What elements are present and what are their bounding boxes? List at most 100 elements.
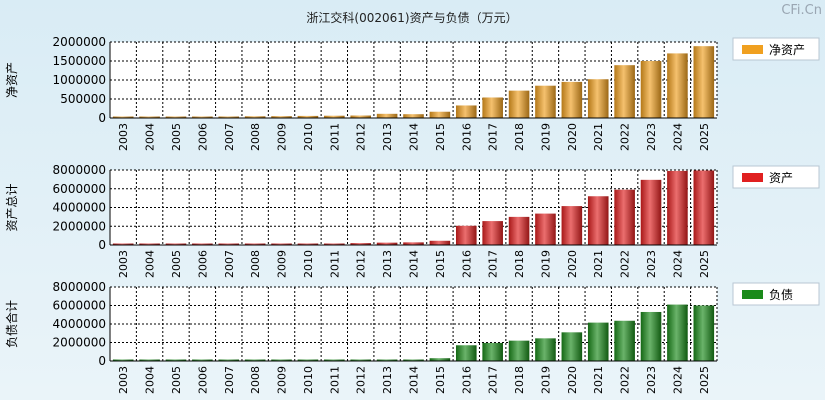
x-tick-label: 2021 <box>592 250 605 278</box>
bar-2023 <box>640 61 662 118</box>
bar-2016 <box>455 345 477 361</box>
y-tick-label: 2000000 <box>53 336 106 350</box>
bar-2014 <box>403 359 424 361</box>
y-tick-label: 2000000 <box>53 219 106 233</box>
bar-2007 <box>218 243 240 245</box>
bar-2018 <box>508 90 530 118</box>
x-tick-label: 2010 <box>302 250 315 278</box>
legend <box>732 282 820 306</box>
y-tick-label: 0 <box>98 111 106 125</box>
legend <box>732 37 820 61</box>
bar-2007 <box>218 116 240 118</box>
panel-3: 0 2000000 4000000 6000000 8000000 2003 2004 200… <box>4 280 820 394</box>
bar-2012 <box>350 243 372 245</box>
bar-2004 <box>139 359 160 361</box>
bar-2014 <box>403 114 424 118</box>
bar-2006 <box>192 116 213 118</box>
bar-2013 <box>376 359 398 361</box>
bar-2012 <box>350 115 372 118</box>
y-tick-label: 6000000 <box>53 299 106 313</box>
bar-2025 <box>693 170 715 245</box>
x-tick-label: 2022 <box>619 250 632 278</box>
x-tick-label: 2017 <box>487 250 500 278</box>
bar-2009 <box>271 116 292 118</box>
bar-2016 <box>455 105 477 118</box>
y-axis-label: 负债合计 <box>4 300 19 348</box>
x-tick-label: 2015 <box>434 250 447 278</box>
x-tick-label: 2009 <box>276 123 289 151</box>
legend-label: 净资产 <box>769 43 805 57</box>
x-tick-label: 2003 <box>117 123 130 151</box>
x-tick-label: 2007 <box>223 123 236 151</box>
legend-label: 负债 <box>769 288 793 302</box>
x-tick-label: 2005 <box>170 366 183 394</box>
bar-2025 <box>693 46 715 118</box>
bar-2015 <box>429 111 451 118</box>
y-axis-label: 净资产 <box>5 62 19 98</box>
bar-2020 <box>561 81 583 118</box>
y-tick-label: 1000000 <box>53 73 106 87</box>
x-tick-label: 2021 <box>592 366 605 394</box>
bar-2018 <box>508 216 530 245</box>
legend-label: 资产 <box>769 171 793 185</box>
x-tick-label: 2025 <box>698 123 711 151</box>
x-tick-label: 2024 <box>671 366 684 394</box>
x-tick-label: 2007 <box>223 366 236 394</box>
x-tick-label: 2023 <box>645 250 658 278</box>
bar-2010 <box>297 115 319 118</box>
bar-2004 <box>139 116 160 118</box>
x-tick-label: 2009 <box>276 250 289 278</box>
x-tick-label: 2018 <box>513 366 526 394</box>
bar-2011 <box>324 359 345 361</box>
bar-2020 <box>561 206 583 245</box>
x-tick-label: 2009 <box>276 366 289 394</box>
y-tick-label: 0 <box>98 238 106 252</box>
x-tick-label: 2011 <box>328 366 341 394</box>
bar-2003 <box>112 359 134 361</box>
bar-2024 <box>667 304 688 361</box>
bar-2011 <box>324 115 345 118</box>
bar-2013 <box>376 113 398 118</box>
x-tick-label: 2008 <box>249 250 262 278</box>
x-tick-label: 2015 <box>434 123 447 151</box>
x-tick-label: 2020 <box>566 366 579 394</box>
bar-2008 <box>244 116 266 118</box>
x-tick-label: 2010 <box>302 366 315 394</box>
bar-2017 <box>482 342 503 361</box>
y-tick-label: 8000000 <box>53 280 106 294</box>
y-tick-label: 1500000 <box>53 54 106 68</box>
bar-2005 <box>165 116 187 118</box>
bar-2016 <box>455 225 477 245</box>
bar-2009 <box>271 359 292 361</box>
x-tick-label: 2007 <box>223 250 236 278</box>
bar-2022 <box>614 320 635 361</box>
x-tick-label: 2012 <box>355 250 368 278</box>
x-tick-label: 2020 <box>566 250 579 278</box>
bar-2006 <box>192 243 213 245</box>
bar-2024 <box>667 170 688 245</box>
x-tick-label: 2010 <box>302 123 315 151</box>
y-tick-label: 8000000 <box>53 163 106 177</box>
x-tick-label: 2013 <box>381 250 394 278</box>
x-tick-label: 2024 <box>671 123 684 151</box>
x-tick-label: 2005 <box>170 123 183 151</box>
bar-2022 <box>614 189 635 245</box>
x-tick-label: 2004 <box>144 123 157 151</box>
y-tick-label: 0 <box>98 354 106 368</box>
bar-2017 <box>482 221 503 245</box>
panel-1: 0 500000 1000000 1500000 2000000 2003 2004 2005… <box>5 35 820 151</box>
x-tick-label: 2017 <box>487 366 500 394</box>
bar-2019 <box>535 85 556 118</box>
y-tick-label: 6000000 <box>53 182 106 196</box>
bar-2008 <box>244 243 266 245</box>
bar-2022 <box>614 65 635 118</box>
bar-2021 <box>587 79 609 118</box>
bar-2005 <box>165 243 187 245</box>
bar-2017 <box>482 97 503 118</box>
bar-2023 <box>640 179 662 245</box>
x-tick-label: 2006 <box>196 366 209 394</box>
x-tick-label: 2018 <box>513 123 526 151</box>
bar-2018 <box>508 340 530 361</box>
x-tick-label: 2017 <box>487 123 500 151</box>
